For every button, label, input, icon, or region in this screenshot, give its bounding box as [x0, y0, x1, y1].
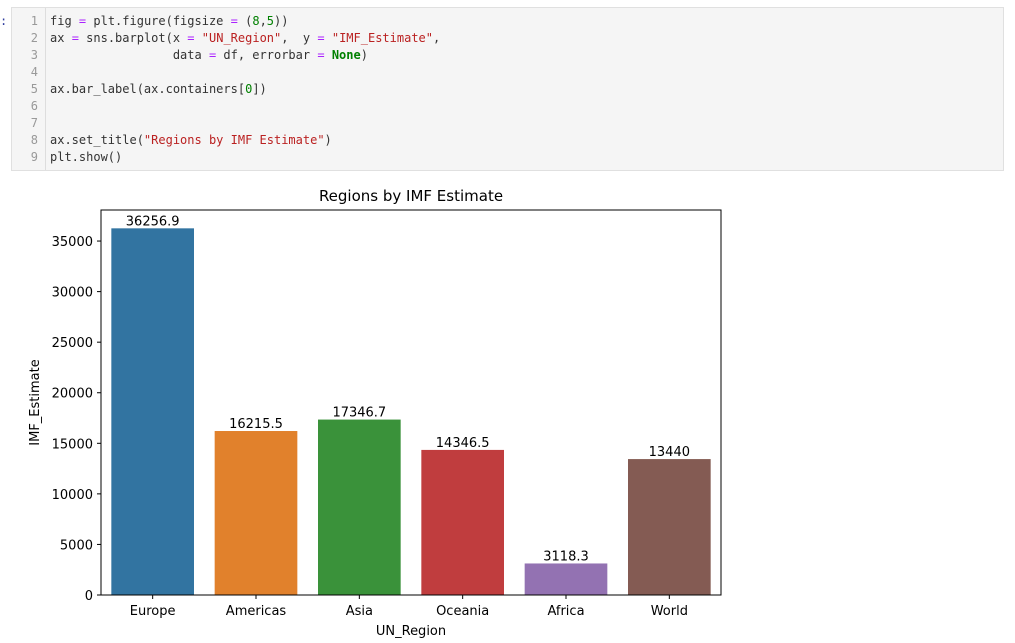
code-text: data = df, errorbar = None) [50, 48, 368, 62]
x-axis-label: UN_Region [376, 624, 446, 639]
y-tick-label: 25000 [52, 336, 93, 351]
line-number: 7 [30, 116, 38, 130]
y-tick-label: 30000 [52, 286, 93, 301]
x-tick-label: Europe [130, 604, 176, 619]
y-tick-label: 35000 [52, 235, 93, 250]
y-tick-label: 10000 [52, 488, 93, 503]
bar-value-label: 36256.9 [126, 214, 180, 229]
y-axis-label: IMF_Estimate [28, 359, 43, 445]
bar-value-label: 17346.7 [332, 406, 386, 421]
bar-world [628, 459, 711, 595]
line-number: 1 [30, 14, 38, 28]
x-tick-label: World [651, 604, 688, 619]
code-text: plt.show() [50, 150, 123, 164]
line-number: 2 [30, 31, 38, 45]
code-text: fig = plt.figure(figsize = (8,5)) [50, 14, 289, 28]
bar-chart: 36256.9 16215.5 17346.7 14346.5 3118.3 13440 0… [28, 187, 722, 639]
bar-asia [318, 419, 401, 595]
y-tick-label: 15000 [52, 437, 93, 452]
x-tick-label: Oceania [436, 604, 489, 619]
code-text: ax = sns.barplot(x = "UN_Region", y = "I… [50, 31, 441, 45]
code-text: ax.bar_label(ax.containers[0]) [50, 82, 267, 96]
plot-frame [100, 209, 722, 596]
bar-value-label: 13440 [649, 445, 690, 460]
x-tick-label: Americas [226, 604, 287, 619]
bar-americas [214, 431, 298, 595]
bar-oceania [421, 449, 504, 595]
y-tick-label: 20000 [52, 387, 93, 402]
line-number: 8 [30, 133, 38, 147]
y-tick-label: 5000 [60, 538, 93, 553]
line-number: 3 [30, 48, 38, 62]
chart-output: 36256.9 16215.5 17346.7 14346.5 3118.3 13440 0… [0, 180, 740, 643]
x-tick-label: Asia [346, 604, 373, 619]
line-number-gutter [12, 8, 46, 170]
bar-value-label: 3118.3 [543, 549, 589, 564]
bar-europe [111, 228, 194, 595]
bar-value-label: 16215.5 [229, 417, 283, 432]
code-text: ax.set_title("Regions by IMF Estimate") [50, 133, 332, 147]
cell-prompt: : [0, 14, 8, 28]
line-number: 9 [30, 150, 38, 164]
y-tick-label: 0 [85, 589, 93, 604]
bar-value-label: 14346.5 [436, 436, 490, 451]
x-tick-label: Africa [547, 604, 584, 619]
line-number: 6 [30, 99, 38, 113]
line-number: 4 [30, 65, 38, 79]
line-number: 5 [30, 82, 38, 96]
code-cell[interactable]: 1 fig = plt.figure(figsize = (8,5)) 2 ax = … [11, 7, 1004, 171]
bar-africa [524, 563, 608, 595]
chart-title: Regions by IMF Estimate [319, 187, 503, 205]
